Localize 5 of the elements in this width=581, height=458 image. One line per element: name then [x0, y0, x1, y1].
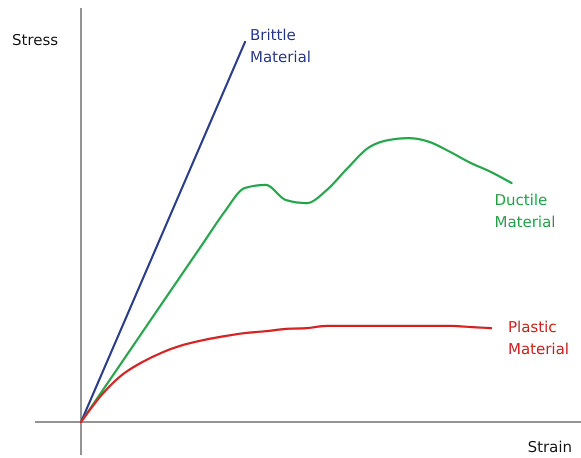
- y-axis-title: Stress: [12, 31, 58, 49]
- series-label: Brittle Material: [250, 26, 311, 66]
- series-label: Ductile Material: [494, 190, 556, 231]
- x-axis-title: Strain: [528, 438, 572, 456]
- series-label: Plastic Material: [508, 318, 569, 358]
